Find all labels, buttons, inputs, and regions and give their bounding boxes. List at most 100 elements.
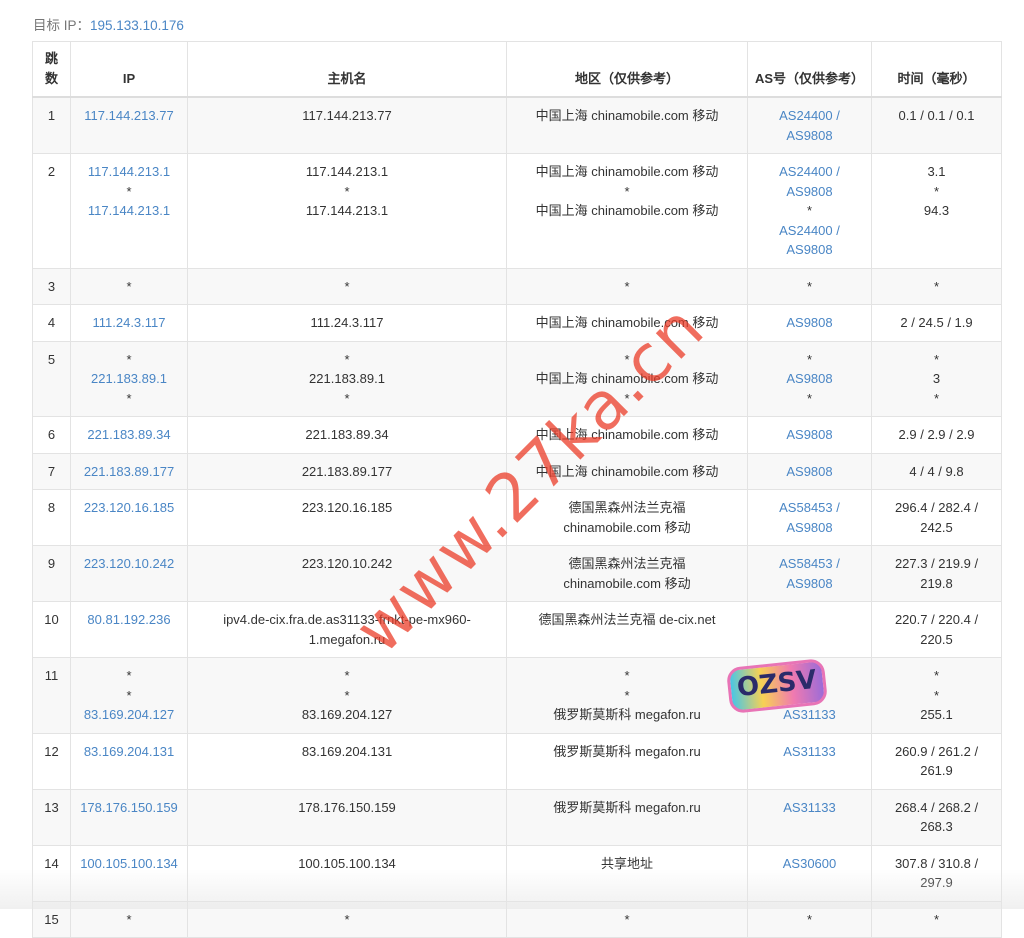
as-cell: * <box>747 900 872 938</box>
ip-link[interactable]: 117.144.213.1 <box>87 203 171 218</box>
as-link[interactable]: AS58453 / <box>779 556 840 571</box>
cell-line: 1.megafon.ru <box>308 631 386 647</box>
as-link[interactable]: AS24400 / <box>779 164 840 179</box>
cell-line: * <box>624 911 630 927</box>
ip-cell: 117.144.213.1 * 117.144.213.1 <box>70 153 188 269</box>
as-link[interactable]: AS9808 <box>786 519 833 535</box>
cell-line: * <box>344 687 350 703</box>
as-link[interactable]: AS31133 <box>783 707 836 722</box>
cell-line: * <box>624 390 630 406</box>
hostname-cell: ipv4.de-cix.fra.de.as31133-frnkt-pe-mx96… <box>187 601 507 658</box>
as-link[interactable]: AS31133 <box>783 799 836 815</box>
region-cell: * 中国上海 chinamobile.com 移动 * <box>506 340 748 417</box>
cell-line: 中国上海 chinamobile.com 移动 <box>535 164 719 179</box>
as-link[interactable]: AS9808 <box>786 463 833 479</box>
cell-line: * <box>344 390 350 406</box>
ip-link[interactable]: 221.183.89.1 <box>91 371 167 386</box>
as-link[interactable]: AS30600 <box>782 855 837 871</box>
time-cell: 260.9 / 261.2 / 261.9 <box>871 732 1002 790</box>
as-link[interactable]: AS9808 <box>786 127 833 143</box>
as-cell: AS58453 / AS9808 <box>747 489 872 546</box>
cell-line: * <box>806 911 813 927</box>
table-row: 7 221.183.89.177 221.183.89.177 中国上海 chinam… <box>32 452 1002 490</box>
hop-cell: 9 <box>32 545 71 602</box>
cell-line: 221.183.89.34 <box>305 427 389 442</box>
as-cell: AS9808 <box>747 304 872 342</box>
region-cell: * <box>506 900 748 938</box>
time-cell: 4 / 4 / 9.8 <box>871 452 1002 490</box>
table-row: 4 111.24.3.117 111.24.3.117 中国上海 chinamobil… <box>32 304 1002 342</box>
time-cell: 2.9 / 2.9 / 2.9 <box>871 416 1002 454</box>
cell-line: * <box>126 687 132 703</box>
as-cell: AS31133 <box>747 788 872 846</box>
as-link[interactable]: AS9808 <box>786 183 833 199</box>
region-cell: 俄罗斯莫斯科 megafon.ru <box>506 788 748 846</box>
as-cell: AS31133 <box>747 732 872 790</box>
ip-link[interactable]: 221.183.89.177 <box>83 463 175 479</box>
ip-link[interactable]: 223.120.16.185 <box>83 500 175 515</box>
as-link[interactable]: AS9808 <box>786 575 833 591</box>
cell-line: * <box>126 390 132 406</box>
cell-line: 307.8 / 310.8 / <box>894 855 979 871</box>
cell-line: * <box>344 183 350 199</box>
as-link[interactable]: AS58453 / <box>779 500 840 515</box>
cell-line: * <box>806 278 813 294</box>
cell-line: * <box>344 911 350 927</box>
header-hop: 跳数 <box>32 41 71 98</box>
cell-line: * <box>624 183 630 199</box>
cell-line: 中国上海 chinamobile.com 移动 <box>535 427 719 442</box>
cell-line: * <box>126 351 132 367</box>
hostname-cell: * 221.183.89.1 * <box>187 340 507 417</box>
ip-link[interactable]: 80.81.192.236 <box>87 612 171 627</box>
as-link[interactable]: AS24400 / <box>779 222 840 238</box>
ip-cell: 223.120.10.242 <box>70 545 188 602</box>
ip-link[interactable]: 117.144.213.1 <box>87 164 171 179</box>
as-link[interactable]: AS9808 <box>786 371 833 386</box>
ip-link[interactable]: 83.169.204.127 <box>83 707 175 722</box>
cell-line: * <box>126 183 132 199</box>
as-link[interactable]: AS9808 <box>786 242 833 257</box>
ip-cell: 221.183.89.34 <box>70 416 188 454</box>
cell-line: * <box>344 351 350 367</box>
cell-line: * <box>344 668 350 683</box>
region-cell: 共享地址 <box>506 844 748 902</box>
table-header: 跳数 IP 主机名 地区（仅供参考） AS号（仅供参考） 时间（毫秒） <box>32 41 1002 98</box>
hop-cell: 12 <box>32 732 71 790</box>
hostname-cell: 117.144.213.77 <box>187 96 507 154</box>
ip-link[interactable]: 221.183.89.34 <box>87 427 171 442</box>
hop-cell: 14 <box>32 844 71 902</box>
hop-cell: 13 <box>32 788 71 846</box>
cell-line: * <box>624 351 630 367</box>
cell-line: 3 <box>932 371 941 386</box>
cell-line: 德国黑森州法兰克福 de-cix.net <box>538 612 716 627</box>
as-cell: AS9808 <box>747 416 872 454</box>
as-link[interactable]: AS24400 / <box>779 108 840 123</box>
ip-link[interactable]: 100.105.100.134 <box>80 855 178 871</box>
ip-link[interactable]: 178.176.150.159 <box>80 799 178 815</box>
cell-line: 117.144.213.77 <box>302 108 392 123</box>
time-cell: * <box>871 267 1002 305</box>
as-cell: AS9808 <box>747 452 872 490</box>
hostname-cell: * <box>187 900 507 938</box>
time-cell: 2 / 24.5 / 1.9 <box>871 304 1002 342</box>
as-link[interactable]: AS9808 <box>786 315 833 330</box>
ip-link[interactable]: 83.169.204.131 <box>83 743 175 759</box>
ip-link[interactable]: 117.144.213.77 <box>84 108 174 123</box>
ip-cell: 100.105.100.134 <box>70 844 188 902</box>
target-ip-link[interactable]: 195.133.10.176 <box>90 18 184 33</box>
cell-line: 221.183.89.1 <box>309 371 385 386</box>
ip-link[interactable]: 223.120.10.242 <box>83 556 175 571</box>
cell-line: 83.169.204.127 <box>301 707 393 722</box>
ip-cell: 223.120.16.185 <box>70 489 188 546</box>
ip-cell: * <box>70 900 188 938</box>
cell-line: 221.183.89.177 <box>301 463 393 479</box>
as-link[interactable]: AS31133 <box>783 743 836 759</box>
cell-line: * <box>806 351 813 367</box>
cell-line: ipv4.de-cix.fra.de.as31133-frnkt-pe-mx96… <box>223 612 471 627</box>
cell-line: 220.7 / 220.4 / <box>894 612 979 627</box>
hop-cell: 3 <box>32 267 71 305</box>
as-link[interactable]: AS9808 <box>786 427 833 442</box>
ip-link[interactable]: 111.24.3.117 <box>92 315 166 330</box>
table-row: 3 * * * * * <box>32 267 1002 305</box>
table-row: 10 80.81.192.236 ipv4.de-cix.fra.de.as3113… <box>32 601 1002 658</box>
